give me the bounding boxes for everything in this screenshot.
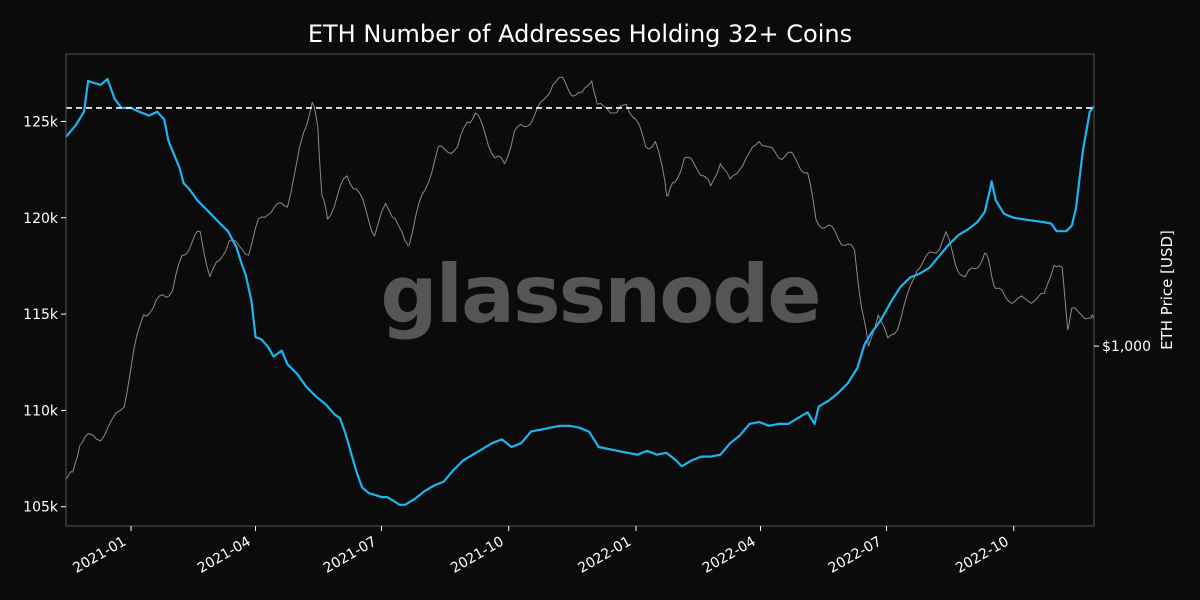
- y-axis-left: 105k 110k 115k 120k 125k: [23, 114, 66, 516]
- y-right-tick-label: $1,000: [1102, 339, 1151, 355]
- y-left-tick-label: 110k: [23, 403, 59, 419]
- y-left-tick-label: 105k: [23, 500, 59, 516]
- watermark: glassnode: [380, 248, 819, 341]
- y-left-tick-label: 120k: [23, 211, 59, 227]
- y-left-tick-label: 115k: [23, 307, 59, 323]
- plot-frame: [65, 53, 1095, 527]
- y-axis-right-title: ETH Price [USD]: [1158, 230, 1176, 350]
- chart-title: ETH Number of Addresses Holding 32+ Coin…: [308, 20, 852, 48]
- series-line-addresses: [65, 77, 1095, 506]
- price-series-layer: [65, 76, 1095, 480]
- y-axis-right: $1,000: [1094, 339, 1151, 355]
- addresses-series-layer: [65, 77, 1095, 506]
- y-left-tick-label: 125k: [23, 114, 59, 130]
- series-line-eth-price: [65, 76, 1095, 480]
